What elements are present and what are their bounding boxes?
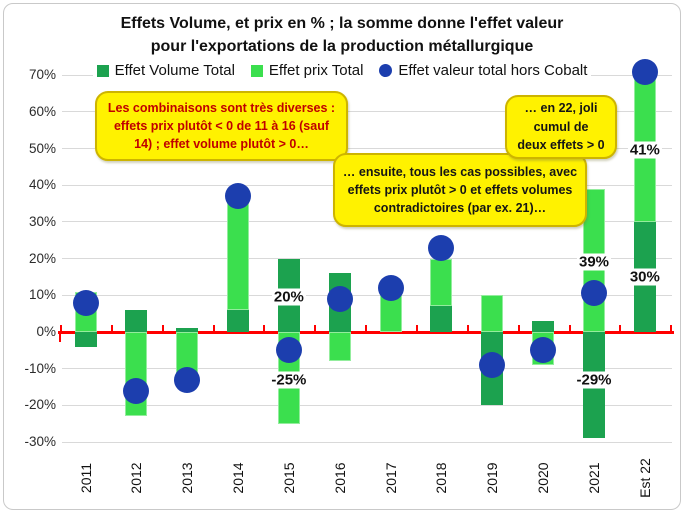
bar-2018-price	[430, 258, 453, 307]
zero-axis-tick	[619, 324, 622, 331]
chart-frame	[3, 3, 681, 510]
dot-2014	[225, 183, 252, 210]
y-axis-label-30: 30%	[28, 213, 56, 229]
y-axis-label-20: 20%	[28, 250, 56, 266]
x-axis-label-2015: 2015	[280, 462, 297, 494]
zero-axis-tick	[161, 324, 164, 331]
zero-axis-tick	[466, 324, 469, 331]
zero-axis-tick	[365, 324, 368, 331]
zero-axis-tick	[212, 324, 215, 331]
gridline--20	[62, 404, 672, 406]
zero-axis-tick	[670, 324, 673, 331]
dot-2011	[72, 289, 99, 316]
bar-2012-volume	[125, 309, 148, 332]
y-axis-label--20: -20%	[24, 397, 56, 413]
x-axis-label-2020: 2020	[535, 462, 552, 494]
bar-label-2015--25%: -25%	[269, 371, 309, 389]
value-series-dot-icon	[379, 64, 393, 77]
zero-axis-tick	[568, 324, 571, 331]
legend-item-volume: Effet Volume Total	[96, 62, 235, 79]
x-axis-label-2021: 2021	[586, 462, 602, 494]
x-axis-label-2012: 2012	[128, 462, 145, 494]
dot-2016	[326, 285, 353, 312]
bar-label-Est 22-30%: 30%	[627, 268, 662, 286]
y-axis-label-10: 10%	[28, 287, 56, 303]
zero-axis-end-tick	[59, 333, 61, 342]
y-axis-label-70: 70%	[28, 67, 56, 83]
zero-axis-line	[58, 330, 674, 334]
dot-2018	[428, 234, 455, 261]
dot-2017	[377, 274, 404, 301]
dot-2015	[275, 337, 302, 364]
bar-2019-price	[481, 295, 504, 332]
bar-2013-volume	[176, 328, 199, 332]
x-axis-label-2018: 2018	[433, 462, 450, 494]
chart-title: Effets Volume, et prix en % ; la somme d…	[0, 12, 684, 58]
y-axis-label-50: 50%	[28, 140, 56, 156]
y-axis-label--10: -10%	[24, 360, 56, 376]
dot-2020	[530, 337, 557, 364]
annotation-box-all-cases: … ensuite, tous les cas possibles, avec …	[333, 153, 587, 227]
legend-label-price: Effet prix Total	[268, 62, 364, 79]
chart-title-line1: Effets Volume, et prix en % ; la somme d…	[120, 15, 564, 32]
annotation-box-diverse-combinations: Les combinaisons sont très diverses : ef…	[95, 91, 348, 161]
zero-axis-tick	[110, 324, 113, 331]
zero-axis-tick	[415, 324, 418, 331]
gridline--30	[62, 441, 672, 443]
bar-2011-volume	[74, 332, 97, 347]
bar-label-2021--29%: -29%	[574, 371, 614, 389]
legend: Effet Volume Total Effet prix Total Effe…	[0, 62, 684, 79]
x-axis-label-2016: 2016	[331, 462, 348, 494]
legend-item-price: Effet prix Total	[250, 62, 364, 79]
bar-2018-volume	[430, 306, 453, 332]
legend-item-value: Effet valeur total hors Cobalt	[379, 62, 587, 79]
gridline-10	[62, 294, 672, 296]
legend-label-value: Effet valeur total hors Cobalt	[398, 62, 588, 79]
zero-axis-tick	[314, 324, 317, 331]
bar-label-2021-39%: 39%	[576, 253, 612, 271]
y-axis-label--30: -30%	[24, 434, 56, 449]
dot-2013	[174, 366, 201, 393]
gridline-50	[62, 148, 672, 150]
x-axis-label-2013: 2013	[179, 462, 196, 494]
bar-2014-price	[227, 192, 250, 310]
annotation-box-2022-cumul: … en 22, joli cumul de deux effets > 0	[505, 95, 617, 159]
y-axis-label-0: 0%	[36, 324, 56, 339]
zero-axis-tick	[263, 324, 266, 331]
y-axis-label-60: 60%	[28, 103, 56, 119]
bar-2016-price	[328, 332, 351, 362]
x-axis-label-2011: 2011	[77, 462, 94, 494]
zero-axis-tick	[517, 324, 520, 331]
x-axis-label-2017: 2017	[382, 462, 399, 494]
bar-2020-volume	[532, 320, 555, 332]
y-axis-label-40: 40%	[28, 177, 56, 193]
dot-Est 22	[631, 58, 658, 85]
gridline--10	[62, 368, 672, 370]
zero-axis-tick	[60, 324, 62, 331]
legend-label-volume: Effet Volume Total	[114, 62, 235, 79]
bar-2012-price	[125, 332, 148, 417]
chart-title-line2: pour l'exportations de la production mét…	[150, 38, 534, 55]
dot-2019	[479, 352, 506, 378]
x-axis-label-2019: 2019	[484, 462, 501, 494]
volume-series-swatch-icon	[96, 64, 109, 77]
dot-2021	[581, 280, 607, 307]
gridline-20	[62, 258, 672, 260]
price-series-swatch-icon	[250, 64, 263, 77]
dot-2012	[123, 377, 150, 404]
gridline-60	[62, 111, 672, 113]
x-axis-label-Est 22: Est 22	[636, 458, 653, 498]
bar-2014-volume	[227, 309, 250, 332]
bar-label-2015-20%: 20%	[271, 288, 306, 306]
x-axis-label-2014: 2014	[230, 462, 247, 494]
bar-label-Est 22-41%: 41%	[627, 141, 662, 159]
